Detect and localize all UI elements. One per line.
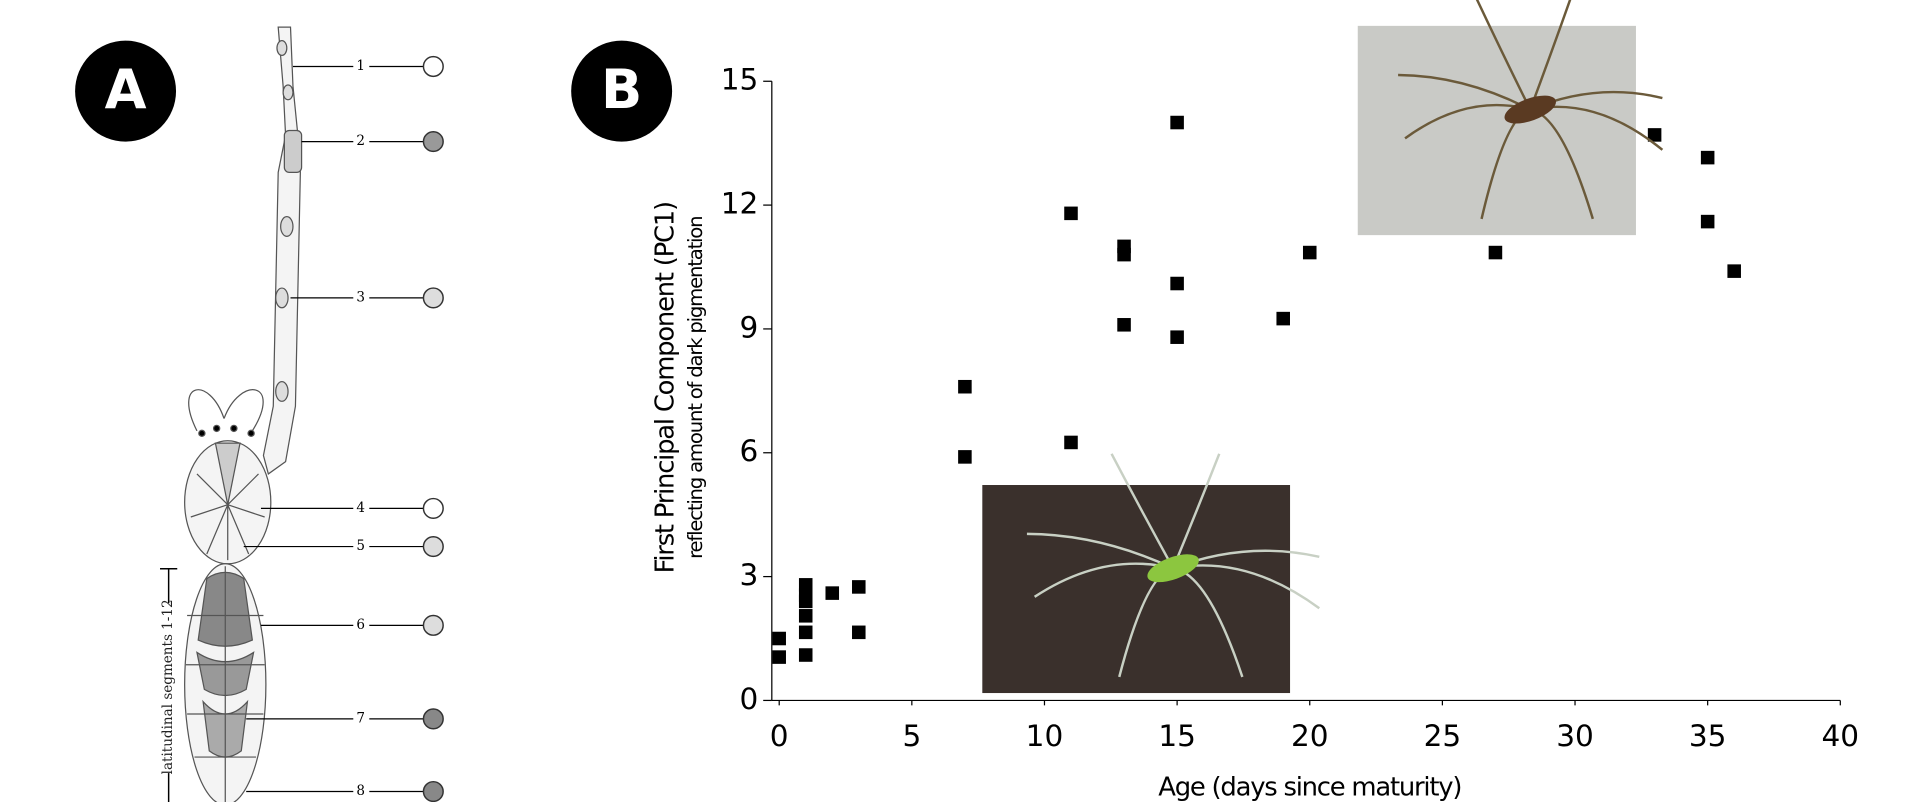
marker-number: 5: [356, 538, 365, 554]
point: [799, 595, 813, 609]
x-tick-label: 0: [770, 719, 789, 753]
point: [799, 626, 813, 640]
x-tick-label: 40: [1822, 719, 1860, 753]
point: [772, 650, 786, 664]
marker-number: 4: [356, 500, 365, 516]
y-tick-label: 15: [721, 63, 759, 97]
photo-inset: [982, 454, 1319, 693]
spider-diagram: [185, 27, 302, 802]
page: {"panel_a": {"label": "A", "markers": ["…: [0, 0, 1908, 802]
point: [1064, 436, 1078, 450]
point: [799, 648, 813, 662]
y-tick-label: 6: [739, 434, 758, 468]
scatter-chart: 0 3 6 9 12 15 0 5 10 15 20 25 30 35 40 Age (days since …: [650, 0, 1859, 802]
x-tick-label: 25: [1424, 719, 1462, 753]
color-swatch: [423, 132, 443, 152]
marker-number: 6: [356, 617, 365, 633]
marker-number: 2: [356, 133, 365, 149]
y-axis-sublabel: reflecting amount of dark pigmentation: [684, 217, 707, 559]
x-tick-label: 30: [1556, 719, 1594, 753]
color-swatch: [423, 537, 443, 557]
x-tick-label: 5: [902, 719, 921, 753]
x-tick-label: 20: [1291, 719, 1329, 753]
panel-label: B: [601, 58, 642, 121]
point: [958, 450, 972, 464]
color-swatch: [423, 782, 443, 802]
x-tick-label: 10: [1026, 719, 1064, 753]
x-tick-label: 35: [1689, 719, 1727, 753]
color-swatch: [423, 57, 443, 77]
point: [1276, 312, 1290, 326]
bracket-label: latitudinal segments 1-12: [160, 599, 176, 774]
point: [852, 580, 866, 594]
point: [1701, 215, 1715, 229]
photo-inset: [1358, 0, 1663, 235]
point: [1170, 277, 1184, 291]
y-tick-label: 9: [739, 310, 758, 344]
color-swatch: [423, 709, 443, 729]
marker-number: 7: [356, 710, 365, 726]
color-swatch: [423, 288, 443, 308]
point: [1303, 246, 1317, 260]
point: [1117, 248, 1131, 262]
figure: A 12345678 latitudinal segments 1-12 B 0…: [0, 0, 1908, 802]
point: [1701, 151, 1715, 165]
y-axis-label: First Principal Component (PC1): [650, 202, 680, 573]
panel-label: A: [105, 58, 147, 121]
marker-number: 1: [356, 58, 365, 74]
marker-number: 3: [356, 289, 365, 305]
point: [1170, 330, 1184, 344]
y-tick-label: 12: [721, 187, 759, 221]
point: [1170, 116, 1184, 130]
point: [852, 626, 866, 640]
photo-background: [1358, 26, 1636, 235]
x-tick-label: 15: [1158, 719, 1196, 753]
photo-background: [982, 485, 1290, 693]
point: [799, 609, 813, 623]
x-axis-label: Age (days since maturity): [1158, 772, 1461, 802]
color-swatch: [423, 499, 443, 519]
point: [825, 586, 839, 600]
point: [1489, 246, 1503, 260]
point: [1727, 264, 1741, 278]
point: [958, 380, 972, 394]
y-tick-label: 3: [739, 558, 758, 592]
point: [1064, 207, 1078, 221]
point: [1117, 318, 1131, 332]
point: [772, 632, 786, 646]
y-tick-label: 0: [739, 682, 758, 716]
marker-number: 8: [356, 783, 365, 799]
color-swatch: [423, 615, 443, 635]
